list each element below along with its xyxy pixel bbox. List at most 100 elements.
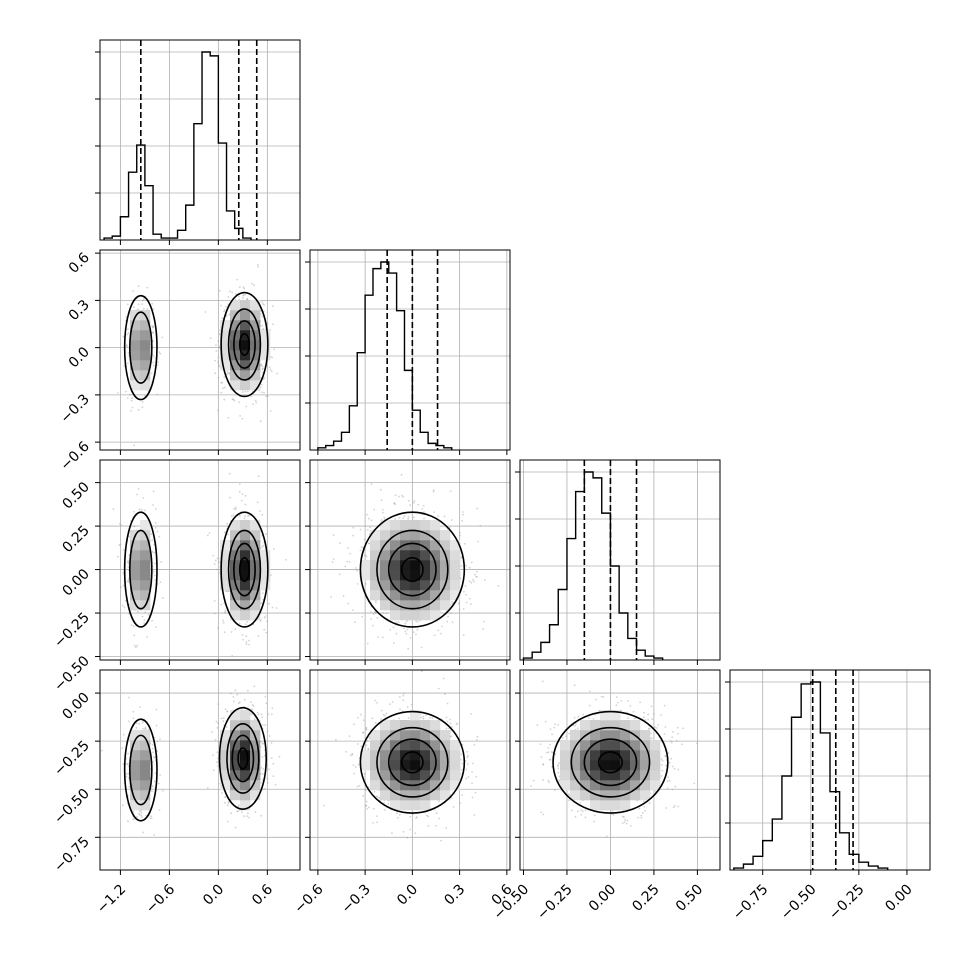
scatter-point <box>261 315 263 318</box>
scatter-point <box>270 370 273 373</box>
scatter-point <box>161 336 164 339</box>
scatter-point <box>150 815 153 818</box>
contour-line <box>123 294 158 401</box>
scatter-point <box>156 750 159 752</box>
density-cell <box>220 350 231 361</box>
scatter-point <box>438 800 440 802</box>
scatter-point <box>264 695 267 698</box>
density-cell <box>130 310 141 321</box>
scatter-point <box>213 563 216 565</box>
scatter-point <box>461 762 464 765</box>
scatter-point <box>366 739 369 742</box>
density-cell <box>450 540 461 551</box>
density-cell <box>140 770 151 781</box>
scatter-point <box>212 754 214 757</box>
contour-line <box>227 529 262 610</box>
scatter-point <box>360 745 363 748</box>
density-cell <box>130 560 141 571</box>
scatter-point <box>465 593 467 596</box>
scatter-point <box>338 573 341 576</box>
scatter-point <box>372 624 374 627</box>
density-cell <box>140 530 151 541</box>
density-cell <box>130 800 141 811</box>
scatter-point <box>368 806 370 809</box>
density-cell <box>420 520 431 531</box>
density-cell <box>450 780 461 791</box>
density-cell <box>390 730 401 741</box>
density-cell <box>140 340 151 351</box>
scatter-point <box>407 500 410 502</box>
scatter-point <box>471 762 474 765</box>
scatter-point <box>356 743 359 745</box>
scatter-point <box>153 551 156 554</box>
density-cell <box>130 350 141 361</box>
scatter-point <box>261 301 264 303</box>
density-cell <box>430 540 441 551</box>
scatter-point <box>259 420 262 423</box>
scatter-point <box>352 526 355 529</box>
density-cell <box>250 370 261 381</box>
density-cell <box>250 590 261 601</box>
density-cell <box>440 740 451 751</box>
density-cell <box>130 740 141 751</box>
scatter-point <box>262 378 265 381</box>
scatter-point <box>374 611 376 614</box>
scatter-point <box>450 612 452 615</box>
scatter-point <box>250 395 252 398</box>
scatter-point <box>217 627 219 629</box>
scatter-point <box>407 516 410 518</box>
scatter-point <box>154 579 157 581</box>
scatter-point <box>227 416 230 419</box>
density-cell <box>400 610 411 621</box>
scatter-point <box>149 817 151 819</box>
scatter-point <box>234 298 237 301</box>
scatter-point <box>228 313 231 316</box>
density-cell <box>130 330 141 341</box>
scatter-point <box>372 807 375 810</box>
density-cell <box>140 800 151 811</box>
scatter-point <box>244 390 247 393</box>
scatter-point <box>214 372 217 375</box>
scatter-point <box>127 332 130 334</box>
scatter-point <box>648 802 651 804</box>
scatter-point <box>448 526 451 529</box>
density-cell <box>250 350 261 361</box>
scatter-point <box>460 565 463 567</box>
density-cell <box>230 560 241 571</box>
scatter-point <box>127 752 130 755</box>
scatter-point <box>482 628 484 631</box>
scatter-point <box>127 561 129 563</box>
scatter-point <box>475 576 478 578</box>
density-cell <box>430 600 441 611</box>
scatter-point <box>142 307 145 310</box>
scatter-point <box>224 796 227 798</box>
scatter-point <box>132 818 134 820</box>
scatter-point <box>229 496 231 499</box>
histogram-step <box>317 261 453 450</box>
scatter-point <box>440 839 442 842</box>
scatter-point <box>262 768 265 770</box>
scatter-point <box>236 693 239 696</box>
scatter-point <box>142 497 145 499</box>
contour-line <box>238 557 251 583</box>
density-cell <box>220 550 231 561</box>
scatter-point <box>397 621 400 623</box>
scatter-point <box>358 784 361 787</box>
density-cell <box>390 770 401 781</box>
scatter-point <box>121 604 124 607</box>
density-cell <box>250 720 261 731</box>
scatter-point <box>361 615 364 618</box>
scatter-point <box>127 762 129 765</box>
scatter-point <box>431 717 434 719</box>
scatter-point <box>228 371 230 374</box>
scatter-point <box>233 507 236 510</box>
scatter-point <box>264 787 266 790</box>
density-cell <box>230 300 241 311</box>
scatter-point <box>456 722 459 725</box>
scatter-point <box>261 724 264 726</box>
scatter-point <box>248 643 251 646</box>
density-cell <box>410 800 421 811</box>
scatter-point <box>365 727 368 730</box>
scatter-point <box>442 677 445 680</box>
density-cell <box>220 730 231 741</box>
